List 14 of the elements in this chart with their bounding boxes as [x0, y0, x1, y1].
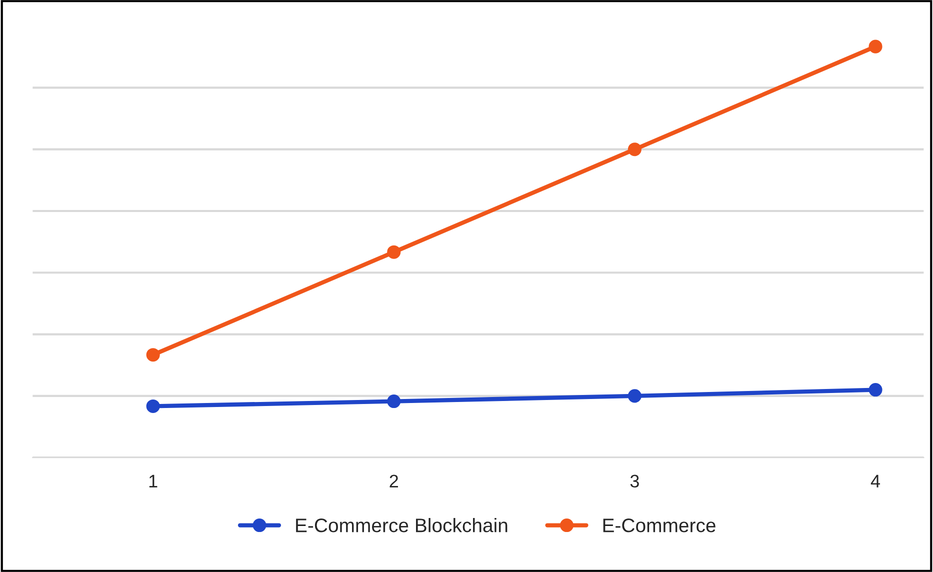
- point: [146, 399, 160, 413]
- point: [387, 394, 401, 408]
- point: [146, 348, 160, 362]
- point: [868, 383, 882, 397]
- legend-label: E-Commerce Blockchain: [296, 518, 508, 532]
- point: [628, 142, 642, 156]
- x-tick-label: 4: [870, 474, 880, 488]
- point: [387, 245, 401, 259]
- x-tick-label: 3: [630, 474, 639, 488]
- x-tick-label: 1: [149, 474, 158, 488]
- legend-label: E-Commerce: [603, 518, 716, 532]
- point: [628, 389, 642, 403]
- x-tick-label: 2: [390, 474, 398, 488]
- point: [868, 40, 882, 54]
